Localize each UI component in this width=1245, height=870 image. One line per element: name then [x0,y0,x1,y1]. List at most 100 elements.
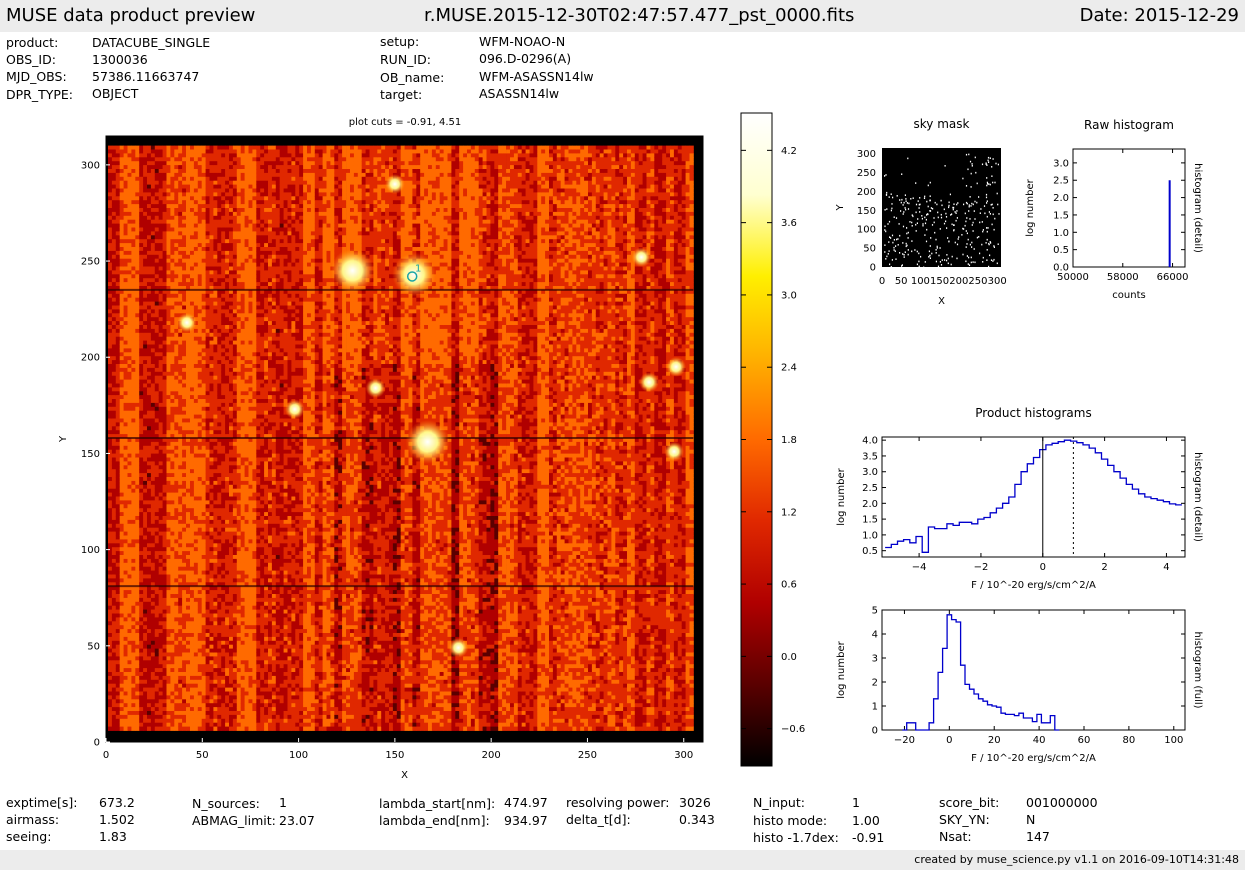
image-pixel [178,644,183,649]
image-pixel [229,391,234,396]
image-pixel [209,188,214,193]
image-pixel [143,371,148,377]
image-pixel [162,691,167,696]
image-pixel [205,668,210,673]
image-pixel [221,211,226,217]
image-pixel [221,172,226,178]
image-pixel [143,274,148,279]
image-pixel [170,457,175,462]
image-pixel [232,344,238,349]
image-pixel [213,469,218,474]
image-pixel [197,441,203,447]
image-pixel [232,609,238,614]
image-pixel [201,270,206,275]
image-pixel [217,512,222,517]
image-pixel [205,453,210,458]
image-pixel [205,543,210,548]
image-pixel [170,570,175,575]
image-pixel [217,321,222,326]
image-pixel [139,250,144,256]
image-pixel [232,293,238,299]
image-pixel [147,449,152,454]
image-pixel [186,695,191,700]
image-pixel [197,578,203,583]
image-pixel [150,344,156,349]
image-pixel [135,188,140,193]
image-pixel [154,321,160,326]
image-pixel [135,172,140,178]
image-pixel [119,149,124,154]
image-pixel [229,668,234,673]
image-pixel [119,391,124,396]
image-pixel [174,500,179,505]
image-pixel [201,360,206,365]
image-pixel [150,504,156,509]
image-pixel [209,488,214,493]
image-pixel [213,539,218,544]
image-pixel [197,340,203,345]
image-pixel [166,578,171,583]
image-pixel [170,648,175,653]
image-pixel [135,523,140,529]
image-pixel [217,562,222,568]
image-pixel [119,344,124,349]
image-pixel [186,469,191,474]
image-pixel [123,469,128,474]
image-pixel [154,410,160,415]
image-pixel [225,461,230,466]
image-pixel [186,703,191,708]
image-pixel [123,145,128,150]
image-pixel [154,484,160,490]
image-pixel [154,633,160,638]
image-pixel [119,519,124,525]
image-pixel [229,250,234,256]
image-pixel [115,239,121,244]
image-pixel [143,453,148,458]
image-pixel [119,570,124,575]
image-pixel [209,465,214,470]
image-pixel [225,235,230,240]
image-pixel [217,555,222,560]
image-pixel [229,699,234,704]
image-pixel [131,617,136,622]
image-pixel [150,414,156,419]
image-pixel [150,176,156,182]
image-pixel [119,176,124,182]
image-pixel [182,379,187,384]
image-pixel [166,531,171,536]
image-pixel [162,449,167,454]
image-pixel [135,597,140,603]
image-pixel [225,566,230,571]
image-pixel [150,266,156,271]
image-pixel [201,652,206,657]
image-pixel [147,266,152,271]
image-pixel [147,274,152,279]
image-pixel [217,208,222,213]
image-pixel [158,597,163,603]
image-pixel [178,243,183,248]
image-pixel [221,492,226,497]
image-pixel [147,367,152,373]
image-pixel [190,344,195,349]
image-pixel [205,605,210,610]
image-pixel [209,301,214,306]
image-pixel [162,726,167,731]
image-pixel [127,313,132,318]
image-pixel [197,473,203,478]
image-pixel [170,344,175,349]
image-pixel [115,703,121,708]
image-pixel [158,714,163,720]
image-pixel [123,449,128,454]
image-pixel [127,461,132,466]
image-pixel [225,243,230,248]
image-pixel [111,597,117,603]
image-pixel [190,539,195,544]
image-pixel [170,523,175,529]
image-pixel [150,480,156,486]
image-pixel [135,364,140,369]
image-pixel [139,672,144,677]
image-pixel [108,523,113,529]
image-pixel [119,243,124,248]
image-pixel [213,176,218,182]
image-pixel [182,250,187,256]
